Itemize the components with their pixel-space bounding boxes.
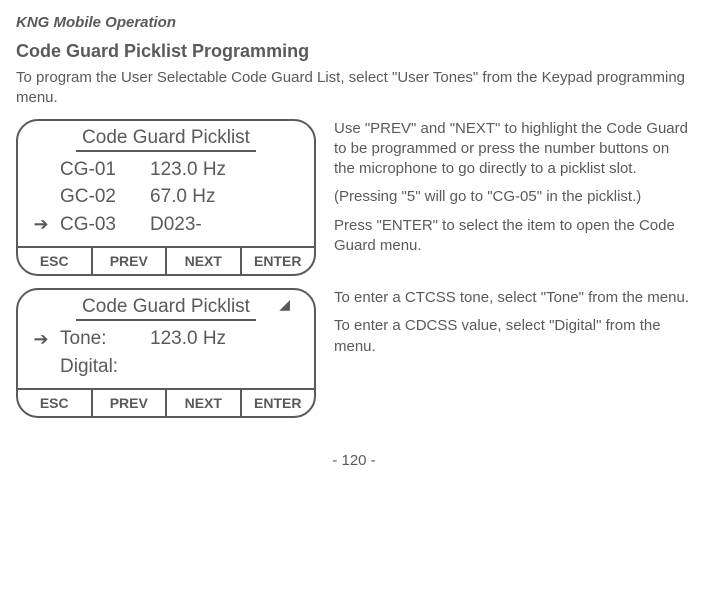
next-button[interactable]: NEXT — [167, 248, 242, 274]
page-number: - 120 - — [16, 452, 692, 469]
prev-button[interactable]: PREV — [93, 390, 168, 416]
selection-arrow: ➔ — [32, 211, 50, 237]
instruction-text: To enter a CTCSS tone, select "Tone" fro… — [334, 288, 692, 308]
instruction-text: Press "ENTER" to select the item to open… — [334, 216, 692, 257]
code-label: GC-02 — [60, 183, 140, 211]
field-value: 123.0 Hz — [150, 325, 300, 353]
device-2-buttons: ESC PREV NEXT ENTER — [18, 388, 314, 416]
instruction-text: To enter a CDCSS value, select "Digital"… — [334, 316, 692, 357]
page-header: KNG Mobile Operation — [16, 14, 692, 31]
intro-paragraph: To program the User Selectable Code Guar… — [16, 68, 692, 109]
code-label: CG-03 — [60, 211, 140, 239]
selection-arrow: ➔ — [32, 326, 50, 352]
corner-mark-icon: ◢ — [279, 296, 290, 313]
list-item: Digital: — [32, 353, 300, 381]
prev-button[interactable]: PREV — [93, 248, 168, 274]
device-screen-2: Code Guard Picklist ◢ ➔ Tone: 123.0 Hz D… — [16, 288, 316, 418]
instruction-text: (Pressing "5" will go to "CG-05" in the … — [334, 187, 692, 207]
enter-button[interactable]: ENTER — [242, 390, 315, 416]
row-2: Code Guard Picklist ◢ ➔ Tone: 123.0 Hz D… — [16, 288, 692, 418]
device-screen-1: Code Guard Picklist CG-01 123.0 Hz GC-02… — [16, 119, 316, 277]
list-item: ➔ Tone: 123.0 Hz — [32, 325, 300, 353]
instruction-block-1: Use "PREV" and "NEXT" to highlight the C… — [334, 119, 692, 265]
list-item: GC-02 67.0 Hz — [32, 183, 300, 211]
enter-button[interactable]: ENTER — [242, 248, 315, 274]
instruction-text: Use "PREV" and "NEXT" to highlight the C… — [334, 119, 692, 180]
esc-button[interactable]: ESC — [18, 390, 93, 416]
instruction-block-2: To enter a CTCSS tone, select "Tone" fro… — [334, 288, 692, 365]
device-2-title: Code Guard Picklist — [76, 296, 256, 321]
device-1-buttons: ESC PREV NEXT ENTER — [18, 246, 314, 274]
field-label: Tone: — [60, 325, 140, 353]
code-value: D023- — [150, 211, 300, 239]
esc-button[interactable]: ESC — [18, 248, 93, 274]
code-value: 67.0 Hz — [150, 183, 300, 211]
device-1-title: Code Guard Picklist — [76, 127, 256, 152]
code-label: CG-01 — [60, 156, 140, 184]
code-value: 123.0 Hz — [150, 156, 300, 184]
list-item: CG-01 123.0 Hz — [32, 156, 300, 184]
next-button[interactable]: NEXT — [167, 390, 242, 416]
row-1: Code Guard Picklist CG-01 123.0 Hz GC-02… — [16, 119, 692, 277]
field-label: Digital: — [60, 353, 140, 381]
list-item: ➔ CG-03 D023- — [32, 211, 300, 239]
section-title: Code Guard Picklist Programming — [16, 41, 692, 62]
